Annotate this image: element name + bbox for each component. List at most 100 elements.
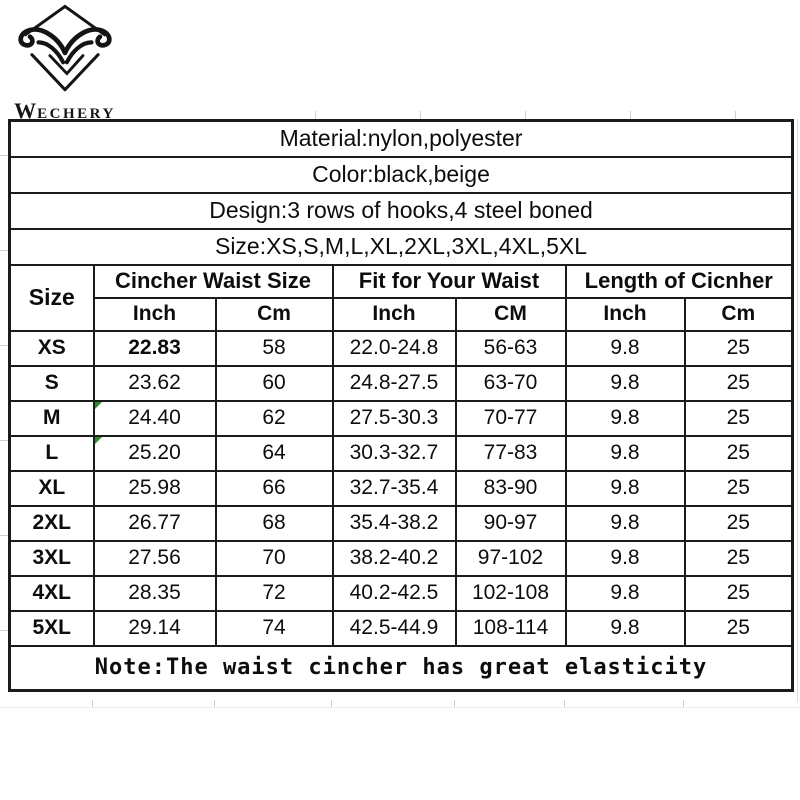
cell-length-inch: 9.8 [564,364,686,402]
header-size: Size [8,263,95,332]
cell-cincher-inch: 22.83 [92,329,217,367]
cell-fit-cm: 70-77 [454,399,567,437]
cell-size: M [8,399,95,437]
product-material: Material:nylon,polyester [8,119,794,158]
cell-length-inch: 9.8 [564,574,686,612]
cell-fit-inch: 38.2-40.2 [331,539,457,577]
table-row: Design:3 rows of hooks,4 steel boned [8,191,794,230]
cell-fit-inch: 24.8-27.5 [331,364,457,402]
cell-fit-cm: 56-63 [454,329,567,367]
subheader-fit-cm: CM [454,296,567,332]
cell-length-inch: 9.8 [564,609,686,647]
cell-length-cm: 25 [683,329,794,367]
cell-length-cm: 25 [683,504,794,542]
size-chart-table: Material:nylon,polyester Color:black,bei… [8,119,795,692]
cell-fit-inch: 35.4-38.2 [331,504,457,542]
excel-error-flag-icon [95,437,102,444]
table-row-5xl: 5XL 29.14 74 42.5-44.9 108-114 9.8 25 [8,609,794,647]
table-row-3xl: 3XL 27.56 70 38.2-40.2 97-102 9.8 25 [8,539,794,577]
subheader-fit-inch: Inch [331,296,457,332]
cell-length-inch: 9.8 [564,469,686,507]
cell-fit-cm: 97-102 [454,539,567,577]
cell-length-cm: 25 [683,609,794,647]
cell-size: XL [8,469,95,507]
table-row-4xl: 4XL 28.35 72 40.2-42.5 102-108 9.8 25 [8,574,794,612]
cell-fit-cm: 77-83 [454,434,567,472]
brand-initial: W [14,98,38,123]
cell-length-inch: 9.8 [564,399,686,437]
brand-rest: ECHERY [37,106,116,122]
cell-cincher-cm: 62 [214,399,334,437]
elasticity-note: Note:The waist cincher has great elastic… [8,644,794,692]
cell-fit-inch: 27.5-30.3 [331,399,457,437]
cell-fit-inch: 40.2-42.5 [331,574,457,612]
cell-cincher-cm: 66 [214,469,334,507]
cell-size: 4XL [8,574,95,612]
cell-cincher-cm: 74 [214,609,334,647]
product-design: Design:3 rows of hooks,4 steel boned [8,191,794,230]
cell-length-cm: 25 [683,364,794,402]
table-row-s: S 23.62 60 24.8-27.5 63-70 9.8 25 [8,364,794,402]
cell-fit-cm: 63-70 [454,364,567,402]
cell-length-cm: 25 [683,469,794,507]
cell-length-cm: 25 [683,574,794,612]
subheader-length-cm: Cm [683,296,794,332]
cell-cincher-cm: 70 [214,539,334,577]
product-sizes: Size:XS,S,M,L,XL,2XL,3XL,4XL,5XL [8,227,794,266]
cell-length-inch: 9.8 [564,504,686,542]
excel-error-flag-icon [95,402,102,409]
cell-size: L [8,434,95,472]
header-sub-row: Inch Cm Inch CM Inch Cm [10,296,794,332]
table-row-2xl: 2XL 26.77 68 35.4-38.2 90-97 9.8 25 [8,504,794,542]
table-row-m: M 24.40 62 27.5-30.3 70-77 9.8 25 [8,399,794,437]
cell-length-inch: 9.8 [564,539,686,577]
header-length-of-cincher: Length of Cicnher [564,263,794,299]
cell-length-cm: 25 [683,539,794,577]
table-row: Color:black,beige [8,155,794,194]
cell-length-inch: 9.8 [564,329,686,367]
table-row: Material:nylon,polyester [8,119,794,158]
cell-fit-inch: 22.0-24.8 [331,329,457,367]
cell-cincher-cm: 68 [214,504,334,542]
table-row-xs: XS 22.83 58 22.0-24.8 56-63 9.8 25 [8,329,794,367]
cell-cincher-inch: 23.62 [92,364,217,402]
cell-fit-cm: 108-114 [454,609,567,647]
subheader-length-inch: Inch [564,296,686,332]
cell-length-inch: 9.8 [564,434,686,472]
cell-cincher-inch: 29.14 [92,609,217,647]
brand-logo: WECHERY [6,2,124,124]
cell-cincher-cm: 72 [214,574,334,612]
cell-fit-cm: 102-108 [454,574,567,612]
cell-cincher-cm: 64 [214,434,334,472]
cell-length-cm: 25 [683,399,794,437]
cell-cincher-inch: 28.35 [92,574,217,612]
cell-fit-inch: 30.3-32.7 [331,434,457,472]
cell-cincher-inch: 26.77 [92,504,217,542]
header-group-row: Size Cincher Waist Size Fit for Your Wai… [8,263,794,332]
cell-length-cm: 25 [683,434,794,472]
cell-fit-cm: 90-97 [454,504,567,542]
cell-size: 5XL [8,609,95,647]
cell-cincher-cm: 60 [214,364,334,402]
note-row: Note:The waist cincher has great elastic… [8,644,794,692]
cell-cincher-inch: 25.98 [92,469,217,507]
cell-cincher-inch: 24.40 [92,399,217,437]
cell-size: XS [8,329,95,367]
table-row: Size:XS,S,M,L,XL,2XL,3XL,4XL,5XL [8,227,794,266]
cell-cincher-cm: 58 [214,329,334,367]
cell-cincher-inch: 27.56 [92,539,217,577]
cell-value: 24.40 [128,406,181,429]
cell-fit-inch: 42.5-44.9 [331,609,457,647]
table-row-l: L 25.20 64 30.3-32.7 77-83 9.8 25 [8,434,794,472]
table-row-xl: XL 25.98 66 32.7-35.4 83-90 9.8 25 [8,469,794,507]
wechery-logo-mark [18,4,112,92]
cell-size: 3XL [8,539,95,577]
cell-cincher-inch: 25.20 [92,434,217,472]
cell-size: S [8,364,95,402]
header-fit-for-your-waist: Fit for Your Waist [331,263,567,299]
cell-size: 2XL [8,504,95,542]
subheader-cincher-inch: Inch [92,296,217,332]
header-cincher-waist-size: Cincher Waist Size [92,263,334,299]
cell-fit-inch: 32.7-35.4 [331,469,457,507]
product-color: Color:black,beige [8,155,794,194]
